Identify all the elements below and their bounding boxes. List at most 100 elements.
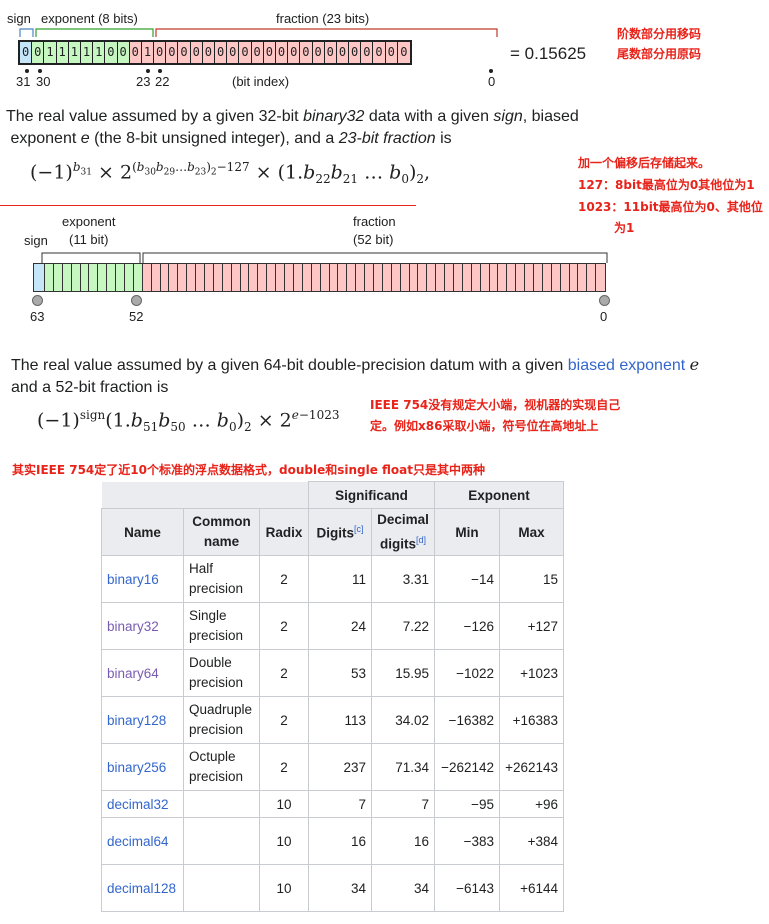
bit-index-22: 22 bbox=[155, 74, 170, 89]
bit-cell-64 bbox=[133, 264, 143, 291]
format-name-link[interactable]: binary16 bbox=[101, 555, 184, 603]
bit-cell-64 bbox=[293, 264, 303, 291]
bit-cell-64 bbox=[480, 264, 490, 291]
bit-cell-64 bbox=[302, 264, 312, 291]
table-row: binary16 Half precision 2 11 3.31 −14 15 bbox=[101, 555, 564, 603]
bit-cell-32: 0 bbox=[105, 42, 118, 63]
radix-cell: 10 bbox=[259, 790, 309, 818]
format-name-link[interactable]: decimal32 bbox=[101, 790, 184, 818]
radix-cell: 2 bbox=[259, 555, 309, 603]
sign-label-64: sign bbox=[24, 233, 48, 248]
note-bias-3: 1023：11bit最高位为0、其他位 bbox=[578, 200, 763, 214]
divider-line bbox=[0, 205, 416, 206]
bit-cell-32: 1 bbox=[141, 42, 155, 63]
exponent-max-cell: +16383 bbox=[499, 696, 564, 744]
bit-cell-32: 1 bbox=[93, 42, 106, 63]
bit-cell-32: 0 bbox=[397, 42, 410, 63]
decimal-digits-cell: 3.31 bbox=[371, 555, 435, 603]
table-row: binary128 Quadruple precision 2 113 34.02 −16… bbox=[101, 696, 564, 744]
radix-cell: 10 bbox=[259, 864, 309, 912]
digits-cell: 7 bbox=[308, 790, 372, 818]
note-exponent-biased: 阶数部分用移码 bbox=[617, 27, 702, 41]
common-name-cell: Quadruple precision bbox=[183, 696, 260, 744]
format-name-link[interactable]: binary128 bbox=[101, 696, 184, 744]
format-name-link[interactable]: decimal128 bbox=[101, 864, 184, 912]
format-name-link[interactable]: binary256 bbox=[101, 743, 184, 791]
ref-c[interactable]: [c] bbox=[354, 523, 364, 534]
sign-label-32: sign bbox=[7, 11, 31, 26]
marker-63 bbox=[32, 295, 43, 306]
formula-binary32: (−1)b31 × 2(b30b29…b23)2−127 × (1.b22b21… bbox=[30, 160, 431, 187]
bit-cell-64 bbox=[71, 264, 81, 291]
bit-cell-64 bbox=[507, 264, 517, 291]
bit-cell-64 bbox=[373, 264, 383, 291]
bit-cell-64 bbox=[107, 264, 117, 291]
bit-cell-64 bbox=[213, 264, 223, 291]
bit-cell-32: 0 bbox=[275, 42, 289, 63]
exponent-max-cell: +384 bbox=[499, 817, 564, 865]
formats-table: Significand Exponent Name Common name Ra… bbox=[101, 481, 564, 912]
bit-cell-64 bbox=[80, 264, 90, 291]
bit-cell-64 bbox=[542, 264, 552, 291]
biased-exponent-link[interactable]: biased exponent bbox=[567, 357, 686, 374]
format-name-link[interactable]: binary64 bbox=[101, 649, 184, 697]
ref-d[interactable]: [d] bbox=[415, 534, 426, 545]
format-name-link[interactable]: binary32 bbox=[101, 602, 184, 650]
exponent-min-cell: −16382 bbox=[434, 696, 500, 744]
bit-cell-64 bbox=[34, 264, 45, 291]
bit-cell-64 bbox=[436, 264, 446, 291]
bit-index-0-64: 0 bbox=[600, 309, 608, 324]
table-row: binary32 Single precision 2 24 7.22 −126 +127 bbox=[101, 602, 564, 650]
bit-cell-32: 0 bbox=[178, 42, 191, 63]
bit-cell-64 bbox=[267, 264, 277, 291]
bit-cell-64 bbox=[276, 264, 286, 291]
note-bias-1: 加一个偏移后存储起来。 bbox=[578, 156, 711, 170]
exponent-min-cell: −14 bbox=[434, 555, 500, 603]
bit-cell-32: 0 bbox=[239, 42, 252, 63]
bit-cell-64 bbox=[498, 264, 508, 291]
bit-cell-64 bbox=[53, 264, 63, 291]
bit-index-63: 63 bbox=[30, 309, 45, 324]
bit-cell-32: 0 bbox=[227, 42, 240, 63]
bit-cell-64 bbox=[89, 264, 99, 291]
bit-cell-32: 0 bbox=[154, 42, 167, 63]
fraction-label-32: fraction (23 bits) bbox=[276, 11, 370, 26]
digits-cell: 16 bbox=[308, 817, 372, 865]
bit-cell-32: 0 bbox=[373, 42, 386, 63]
decimal-digits-cell: 16 bbox=[371, 817, 435, 865]
common-name-cell bbox=[183, 864, 260, 912]
radix-cell: 10 bbox=[259, 817, 309, 865]
bit-cell-32: 0 bbox=[166, 42, 179, 63]
radix-cell: 2 bbox=[259, 696, 309, 744]
bit-cell-64 bbox=[45, 264, 54, 291]
bit-cell-32: 1 bbox=[68, 42, 81, 63]
exponent-max-cell: +96 bbox=[499, 790, 564, 818]
note-endian-1: IEEE 754没有规定大小端，视机器的实现自己 bbox=[370, 398, 621, 412]
header-name: Name bbox=[101, 508, 184, 556]
exponent-max-cell: 15 bbox=[499, 555, 564, 603]
bit-cell-32: 0 bbox=[349, 42, 362, 63]
common-name-cell bbox=[183, 817, 260, 865]
paragraph-binary32: The real value assumed by a given 32-bit… bbox=[6, 108, 579, 147]
decimal-digits-cell: 34.02 bbox=[371, 696, 435, 744]
note-bias-4: 为1 bbox=[614, 221, 635, 235]
exponent-max-cell: +1023 bbox=[499, 649, 564, 697]
bit-cell-32: 1 bbox=[80, 42, 94, 63]
exponent-min-cell: −1022 bbox=[434, 649, 500, 697]
table-row: binary256 Octuple precision 2 237 71.34 −2621… bbox=[101, 743, 564, 791]
exponent-min-cell: −95 bbox=[434, 790, 500, 818]
table-header-blank bbox=[101, 481, 309, 509]
decimal-digits-cell: 7 bbox=[371, 790, 435, 818]
digits-cell: 53 bbox=[308, 649, 372, 697]
tick-30 bbox=[38, 69, 42, 73]
header-exponent: Exponent bbox=[434, 481, 564, 509]
bit-cell-32: 0 bbox=[32, 42, 45, 63]
bit-cell-32: 1 bbox=[56, 42, 69, 63]
radix-cell: 2 bbox=[259, 649, 309, 697]
format-name-link[interactable]: decimal64 bbox=[101, 817, 184, 865]
common-name-cell: Half precision bbox=[183, 555, 260, 603]
bit-cell-64 bbox=[596, 264, 606, 291]
bit-cell-64 bbox=[338, 264, 348, 291]
bit-cell-64 bbox=[587, 264, 597, 291]
note-fraction-original: 尾数部分用原码 bbox=[617, 47, 702, 61]
